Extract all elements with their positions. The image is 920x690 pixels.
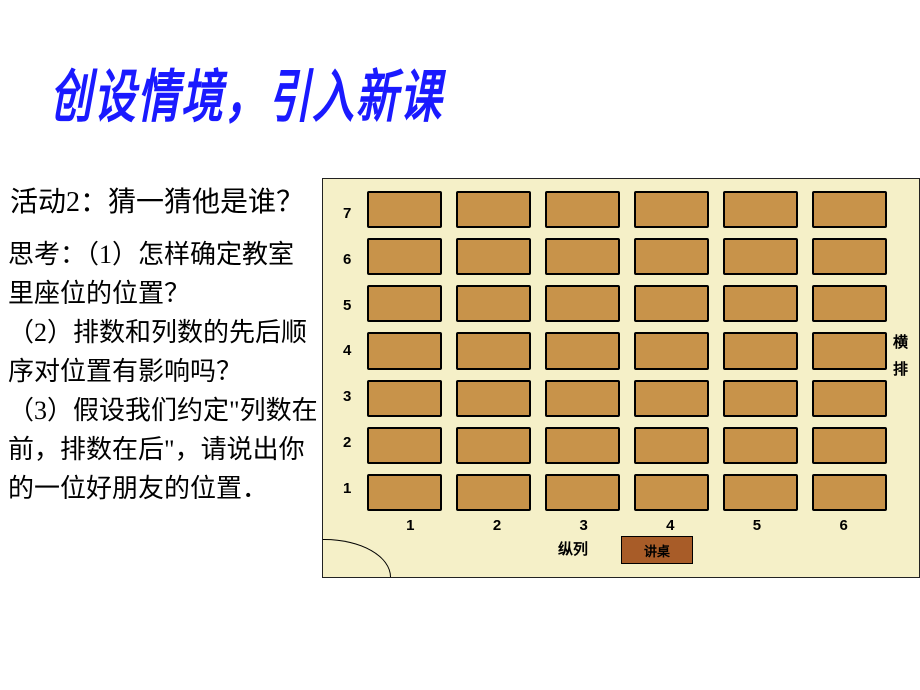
seat — [367, 427, 442, 464]
seat — [456, 427, 531, 464]
seat — [367, 238, 442, 275]
seat — [545, 285, 620, 322]
seat — [812, 238, 887, 275]
side-label-bottom: 排 — [893, 361, 908, 378]
seat — [545, 191, 620, 228]
body-text: 思考：（1）怎样确定教室里座位的位置？ （2）排数和列数的先后顺序对位置有影响吗… — [8, 235, 318, 508]
seat — [367, 474, 442, 511]
col-label: 6 — [839, 517, 847, 534]
seat — [634, 191, 709, 228]
seat — [812, 474, 887, 511]
seat — [634, 238, 709, 275]
page-title: 创设情境，引入新课 — [50, 50, 443, 133]
seat — [367, 380, 442, 417]
seat — [634, 380, 709, 417]
seat — [812, 427, 887, 464]
col-label: 5 — [753, 517, 761, 534]
seat — [723, 285, 798, 322]
seat — [456, 332, 531, 369]
side-axis-label: 横 排 — [893, 329, 913, 383]
seat — [545, 332, 620, 369]
col-label: 4 — [666, 517, 674, 534]
row-labels: 7 6 5 4 3 2 1 — [343, 191, 351, 511]
door-arc — [323, 539, 391, 577]
seat — [634, 474, 709, 511]
seat — [634, 285, 709, 322]
seat — [634, 427, 709, 464]
row-label: 7 — [343, 205, 351, 222]
seat — [545, 238, 620, 275]
activity-subtitle: 活动2：猜一猜他是谁？ — [10, 180, 304, 220]
seat — [456, 474, 531, 511]
body-line2: （2）排数和列数的先后顺序对位置有影响吗？ — [8, 318, 307, 386]
seat — [723, 380, 798, 417]
col-label: 1 — [406, 517, 414, 534]
seat — [812, 380, 887, 417]
col-label: 2 — [493, 517, 501, 534]
seat — [456, 191, 531, 228]
seat — [723, 332, 798, 369]
seat — [456, 380, 531, 417]
body-line1: 思考：（1）怎样确定教室里座位的位置？ — [8, 240, 294, 308]
seat — [545, 427, 620, 464]
lectern: 讲桌 — [621, 536, 693, 564]
classroom-diagram: 7 6 5 4 3 2 1 1 2 3 4 5 6 横 排 纵列 讲桌 — [322, 178, 920, 578]
seat — [812, 191, 887, 228]
seat — [367, 191, 442, 228]
row-label: 2 — [343, 434, 351, 451]
body-line3: （3）假设我们约定"列数在前，排数在后"，请说出你的一位好朋友的位置． — [8, 396, 318, 503]
seat — [456, 285, 531, 322]
row-label: 4 — [343, 342, 351, 359]
seat — [723, 238, 798, 275]
side-label-top: 横 — [893, 334, 908, 351]
lectern-label: 讲桌 — [644, 541, 670, 560]
seat — [723, 191, 798, 228]
row-label: 6 — [343, 251, 351, 268]
row-label: 5 — [343, 297, 351, 314]
seat-grid — [367, 191, 887, 511]
row-label: 3 — [343, 388, 351, 405]
title-text: 创设情境，引入新课 — [50, 66, 443, 130]
seat — [812, 332, 887, 369]
seat — [545, 380, 620, 417]
seat — [812, 285, 887, 322]
col-label: 3 — [579, 517, 587, 534]
seat — [634, 332, 709, 369]
seat — [723, 427, 798, 464]
row-label: 1 — [343, 480, 351, 497]
seat — [545, 474, 620, 511]
seat — [367, 285, 442, 322]
seat — [723, 474, 798, 511]
seat — [367, 332, 442, 369]
seat — [456, 238, 531, 275]
bottom-axis-label: 纵列 — [558, 538, 588, 559]
col-labels: 1 2 3 4 5 6 — [367, 517, 887, 534]
